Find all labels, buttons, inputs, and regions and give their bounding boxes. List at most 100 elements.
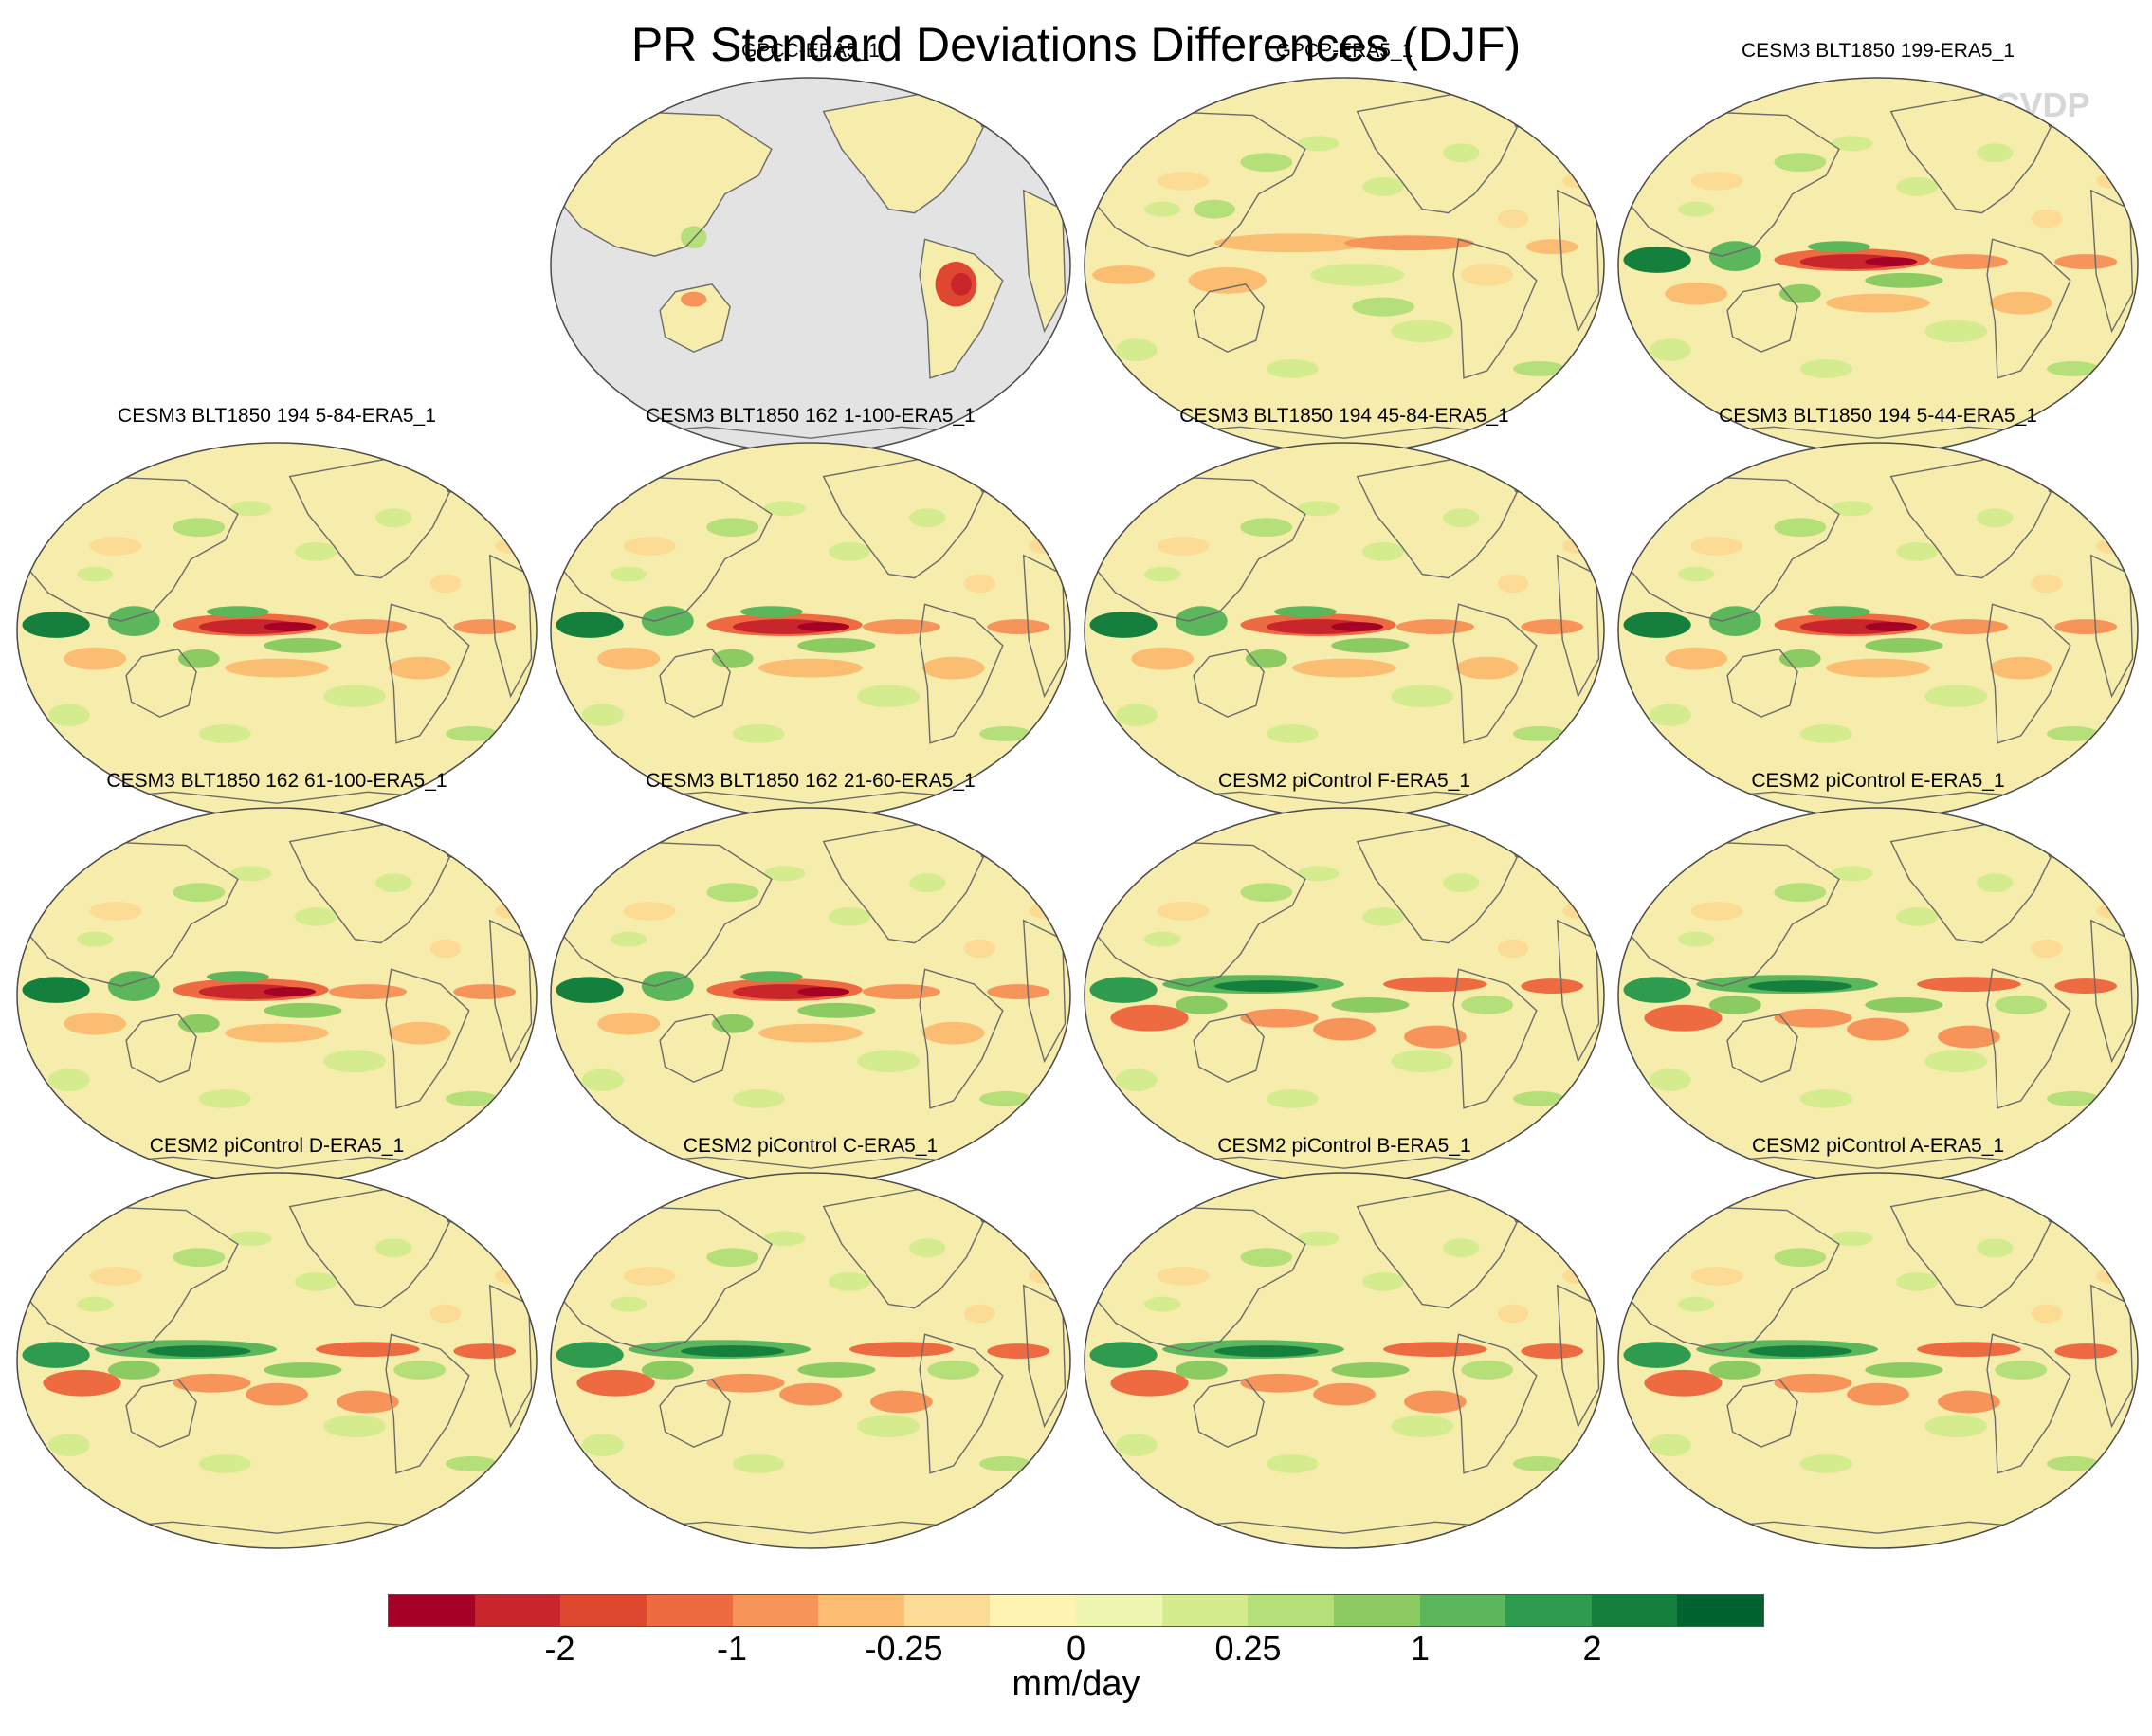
anomaly-patch [1799,724,1852,743]
anomaly-patch [1865,1361,1943,1378]
anomaly-patch [1157,902,1210,921]
map-outline [1084,1172,1605,1549]
anomaly-patch [857,1415,921,1438]
anomaly-patch [927,1361,980,1380]
anomaly-patch [641,606,694,636]
anomaly-patch [2031,939,2063,959]
anomaly-patch [264,987,317,996]
anomaly-patch [1497,209,1529,228]
anomaly-patch [1497,1304,1529,1324]
anomaly-patch [1144,566,1181,582]
anomaly-patch [1924,320,1988,343]
map-panels [16,77,2139,1549]
colorbar-swatch [1076,1595,1162,1626]
anomaly-patch [1175,996,1228,1014]
map-outline [16,1172,538,1549]
coastline [1091,475,1306,622]
anomaly-patch [446,1455,498,1471]
anomaly-patch [337,1390,399,1414]
panel-title: CESM3 BLT1850 194 5-84-ERA5_1 [118,405,436,427]
map-outline [1617,1172,2139,1549]
anomaly-patch [2054,254,2118,269]
anomaly-patch [1831,136,1873,152]
anomaly-patch [950,272,972,296]
anomaly-patch [1649,1434,1691,1456]
anomaly-patch [295,1271,337,1291]
anomaly-patch [22,977,90,1003]
coastline [1022,189,1067,334]
anomaly-patch [1188,266,1267,294]
coastline [385,603,470,744]
anomaly-patch [797,637,876,653]
coastline [1625,840,1840,987]
anomaly-patch [1297,866,1340,882]
anomaly-patch [1144,201,1181,217]
anomaly-patch [43,1369,121,1397]
anomaly-patch [1521,978,1584,995]
anomaly-patch [1110,1369,1189,1397]
map-panel [550,77,1071,454]
anomaly-patch [453,1343,517,1360]
coastline [1091,110,1306,257]
anomaly-patch [1266,1454,1319,1473]
anomaly-patch [1831,866,1873,882]
colorbar-swatch [1591,1595,1678,1626]
anomaly-patch [1808,241,1870,253]
anomaly-patch [581,1069,624,1091]
anomaly-patch [611,1296,647,1312]
anomaly-patch [1865,257,1918,266]
panel-title: GPCC-ERA5_1 [741,40,880,62]
anomaly-patch [779,1382,842,1406]
anomaly-patch [1513,1455,1565,1471]
anomaly-patch [225,1023,329,1043]
map-panel [550,442,1071,819]
anomaly-patch [1562,538,1595,554]
anomaly-patch [1995,1361,2048,1380]
colorbar-swatch [1505,1595,1592,1626]
anomaly-patch [1644,1369,1723,1397]
coastline [24,475,239,622]
anomaly-patch [1310,264,1405,286]
anomaly-patch [388,656,451,680]
colorbar-tick-label: -0.25 [865,1629,943,1668]
coastline [125,1014,197,1083]
anomaly-patch [1649,1069,1691,1091]
map-panel [1617,77,2139,454]
colorbar-tick-label: 2 [1582,1629,1602,1668]
anomaly-patch [921,656,985,680]
anomaly-patch [1461,996,1514,1014]
anomaly-patch [264,1361,342,1378]
anomaly-patch [1774,1248,1827,1267]
anomaly-patch [732,1454,785,1473]
anomaly-patch [1214,980,1319,993]
anomaly-patch [1443,873,1480,893]
anomaly-patch [1391,1050,1454,1073]
anomaly-patch [1562,173,1595,189]
anomaly-patch [556,612,624,638]
anomaly-patch [89,537,142,556]
anomaly-patch [1110,1004,1189,1032]
anomaly-patch [797,1002,876,1018]
anomaly-patch [295,541,337,561]
anomaly-patch [1245,649,1287,668]
land-region [1023,190,1066,332]
coastline [919,968,1004,1109]
anomaly-patch [429,1304,462,1324]
anomaly-patch [763,1231,806,1247]
anomaly-patch [107,971,160,1001]
colorbar-swatch [1419,1595,1506,1626]
anomaly-patch [611,566,647,582]
anomaly-patch [177,1014,220,1033]
anomaly-patch [1831,501,1873,517]
anomaly-patch [22,612,90,638]
anomaly-patch [173,518,226,537]
coastline [1193,1014,1265,1083]
anomaly-patch [706,1248,759,1267]
anomaly-patch [1352,297,1414,317]
colorbar-tick-label: -1 [716,1629,747,1668]
anomaly-patch [1404,1390,1467,1414]
anomaly-patch [2031,1304,2063,1324]
anomaly-patch [2047,1455,2099,1471]
anomaly-patch [1665,282,1728,305]
anomaly-patch [581,704,624,726]
